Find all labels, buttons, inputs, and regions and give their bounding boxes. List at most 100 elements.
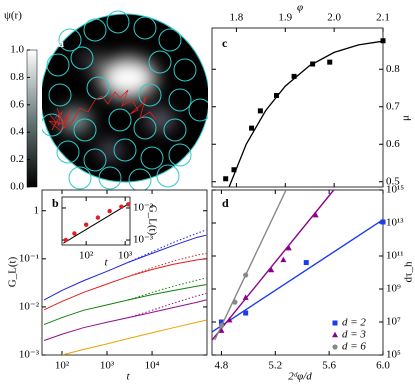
inset-point bbox=[83, 222, 89, 227]
point bbox=[243, 272, 249, 278]
inset-point bbox=[119, 204, 124, 209]
field-image bbox=[42, 6, 208, 190]
y-tick-label: 10¹¹ bbox=[386, 250, 404, 262]
point bbox=[223, 176, 229, 182]
point bbox=[232, 299, 238, 305]
point bbox=[312, 211, 319, 218]
colorbar-tick-label: 0.4 bbox=[10, 126, 24, 138]
x-tick-label: 10³ bbox=[118, 250, 133, 262]
colorbar-tick-label: 0.8 bbox=[10, 71, 24, 83]
x-tick-label: 2.1 bbox=[376, 12, 390, 24]
x-tick-label: 1.9 bbox=[278, 12, 292, 24]
inset-point bbox=[72, 231, 77, 236]
panel-frame bbox=[61, 196, 131, 246]
panel-letter: a bbox=[58, 36, 64, 50]
point bbox=[285, 244, 292, 251]
point bbox=[280, 256, 287, 263]
inset-point bbox=[95, 215, 101, 220]
point bbox=[380, 219, 386, 225]
y-axis-title: G_L(t) bbox=[7, 256, 19, 287]
point bbox=[327, 59, 333, 65]
x-tick-label: 10³ bbox=[100, 360, 115, 372]
y-tick-label: 10⁻¹ bbox=[19, 252, 39, 264]
point bbox=[243, 310, 249, 316]
legend-label: d = 6 bbox=[342, 341, 366, 353]
point bbox=[218, 327, 225, 333]
y-tick-label: 10¹³ bbox=[386, 217, 404, 229]
x-tick-label: 10² bbox=[79, 250, 94, 262]
point bbox=[380, 38, 386, 44]
legend-marker bbox=[332, 320, 338, 326]
fit-line bbox=[214, 190, 287, 341]
x-tick-label: 4.8 bbox=[215, 360, 229, 372]
y-tick-label: 10⁷ bbox=[386, 316, 401, 328]
x-tick-label: 10² bbox=[55, 360, 70, 372]
legend-marker bbox=[332, 331, 338, 338]
point bbox=[218, 319, 224, 325]
panel-letter: b bbox=[52, 196, 59, 210]
inset-point bbox=[107, 208, 112, 214]
x-tick-label: 5.6 bbox=[322, 360, 336, 372]
point bbox=[226, 316, 233, 323]
colorbar-tick-label: 1.0 bbox=[10, 44, 24, 56]
y-tick-label: 0.5 bbox=[386, 175, 400, 187]
panel-letter: d bbox=[222, 196, 229, 210]
series-line bbox=[43, 299, 207, 341]
y-tick-label: 0.8 bbox=[386, 63, 400, 75]
x-axis-title: t bbox=[126, 371, 130, 383]
point bbox=[257, 108, 263, 114]
panel-frame bbox=[211, 27, 384, 188]
fit-line bbox=[212, 219, 383, 333]
colorbar-tick-label: 0.0 bbox=[10, 181, 24, 193]
fit-line bbox=[212, 190, 335, 341]
y-axis-title: μ bbox=[400, 115, 412, 121]
inset-point bbox=[63, 237, 68, 243]
panel-letter: c bbox=[222, 36, 228, 50]
x-tick-label: 10⁴ bbox=[145, 360, 160, 372]
inset-x-title: t bbox=[104, 257, 108, 269]
series-line bbox=[128, 229, 207, 263]
series-line bbox=[61, 319, 207, 355]
y-tick-label: 0.6 bbox=[386, 138, 400, 150]
point bbox=[303, 260, 309, 266]
y-axis-title: dτ_h bbox=[403, 261, 415, 282]
inset-fit bbox=[63, 202, 130, 244]
y-tick-label: 10⁻² bbox=[19, 300, 40, 312]
legend-marker bbox=[332, 344, 338, 350]
point bbox=[268, 266, 275, 273]
y-tick-label: 10⁵ bbox=[386, 349, 401, 361]
point bbox=[231, 167, 237, 173]
colorbar-title: ψ(r) bbox=[4, 10, 22, 22]
series-line bbox=[128, 277, 207, 301]
panel-frame bbox=[41, 189, 208, 356]
point bbox=[218, 323, 225, 329]
inset-point bbox=[126, 202, 131, 207]
inset-y-title: G_L(t) bbox=[146, 205, 158, 236]
y-tick-label: 0.7 bbox=[386, 100, 400, 112]
point bbox=[242, 294, 249, 300]
legend-label: d = 2 bbox=[342, 317, 366, 329]
colorbar-tick-label: 0.6 bbox=[10, 98, 24, 110]
x-tick-label: 5.2 bbox=[268, 360, 282, 372]
y-tick-label: 10⁻³ bbox=[19, 349, 40, 361]
point bbox=[249, 125, 255, 131]
y-tick-label: 10⁻³ bbox=[133, 234, 154, 246]
point bbox=[291, 73, 297, 79]
colorbar-tick-label: 0.2 bbox=[10, 153, 24, 165]
point bbox=[273, 93, 279, 98]
y-tick-label: 1 bbox=[34, 204, 40, 216]
y-tick-label: 10⁻² bbox=[133, 202, 154, 214]
x-axis-title: 2ᵈφ/d bbox=[288, 371, 312, 383]
x-axis-title: φ bbox=[297, 2, 303, 14]
x-tick-label: 1.8 bbox=[230, 12, 244, 24]
panel-frame bbox=[211, 189, 384, 356]
x-tick-label: 2.0 bbox=[327, 12, 341, 24]
x-tick-label: 6.0 bbox=[376, 360, 390, 372]
y-tick-label: 10⁹ bbox=[386, 283, 401, 295]
point bbox=[310, 61, 316, 67]
colorbar bbox=[26, 49, 38, 188]
y-tick-label: 10¹⁵ bbox=[386, 184, 404, 196]
legend-label: d = 3 bbox=[342, 329, 366, 341]
fit-curve bbox=[228, 40, 383, 187]
